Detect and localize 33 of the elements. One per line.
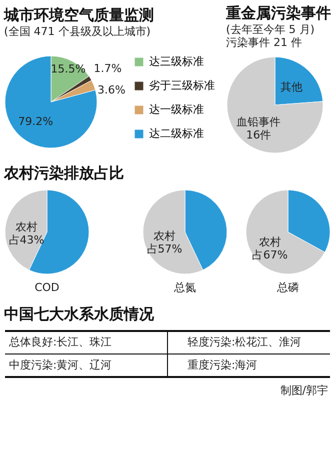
text: 总磷 <box>276 281 299 294</box>
data-label: 占43% <box>8 233 44 246</box>
data-label: 占57% <box>146 242 182 256</box>
data-label: 16件 <box>246 128 272 142</box>
slice-label: 农村 <box>153 230 176 243</box>
text: 中度污染:黄河、辽河 <box>9 358 112 372</box>
text: 中国七大水系水质情况 <box>4 305 155 323</box>
data-label: 15.5% <box>50 62 86 76</box>
data-label: 3.6% <box>97 84 126 97</box>
data-label: 占67% <box>252 248 288 262</box>
legend-label: 达一级标准 <box>149 103 204 116</box>
chart-title: 农村污染排放占比 <box>3 164 124 182</box>
text: 总体良好:长江、珠江 <box>8 336 112 348</box>
slice-label: 农村 <box>16 220 38 234</box>
slice-label: 血铅事件 <box>236 116 281 129</box>
text: 轻度污染:松花江、淮河 <box>188 336 302 348</box>
chart-title: 城市环境空气质量监测 <box>3 6 154 24</box>
data-label: 79.2% <box>18 115 54 128</box>
text: 污染事件 21 件 <box>226 36 302 49</box>
chart-title: 重金属污染事件 <box>225 4 331 22</box>
chart-subtitle: (全国 471 个县级及以上城市) <box>4 24 151 38</box>
slice-label: 其他 <box>280 80 302 94</box>
text: 总氮 <box>172 281 196 294</box>
legend-label: 劣于三级标准 <box>149 79 215 92</box>
slice-label: 农村 <box>258 236 281 249</box>
text: 制图/郭宇 <box>280 384 328 397</box>
text: 重度污染:海河 <box>188 358 258 372</box>
data-label: 1.7% <box>94 62 122 76</box>
text: COD <box>34 281 60 294</box>
legend-label: 达三级标准 <box>149 55 204 68</box>
legend-label: 达二级标准 <box>149 127 204 140</box>
chart-subtitle: (去年至今年 5 月) <box>226 23 315 36</box>
pie-slice <box>226 56 324 154</box>
